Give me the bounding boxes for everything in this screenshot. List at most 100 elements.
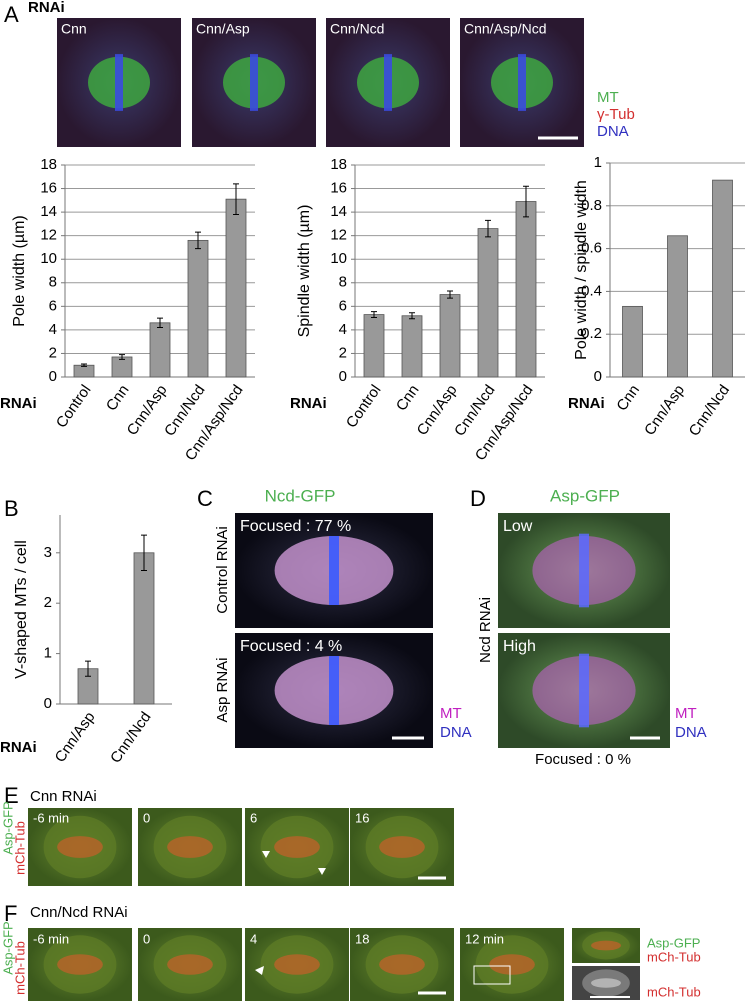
micrograph: [460, 18, 584, 147]
chromosomes: [518, 54, 526, 111]
legend-label: MT: [597, 89, 619, 106]
image-label: Cnn/Ncd: [330, 21, 384, 37]
spindle: [57, 836, 103, 858]
y-tick-label: 8: [49, 274, 57, 291]
rnai-label: RNAi: [28, 0, 65, 16]
error-bar: [409, 312, 415, 320]
micrograph: [235, 633, 433, 748]
spindle: [379, 954, 425, 975]
micrograph: [57, 18, 181, 147]
bar: [187, 239, 209, 378]
y-tick-label: 14: [330, 203, 347, 220]
time-label: 4: [250, 931, 257, 946]
error-bar: [85, 660, 91, 677]
error-bar: [447, 290, 453, 299]
panel-label: C: [197, 486, 213, 511]
y-tick-label: 14: [40, 203, 57, 220]
image-label: Cnn/Asp: [196, 21, 250, 37]
legend-label: MT: [440, 705, 462, 722]
time-label: 18: [355, 931, 369, 946]
y-tick-label: 4: [339, 321, 347, 338]
panel-title: Cnn/Ncd RNAi: [30, 904, 128, 921]
legend-label: DNA: [675, 724, 707, 741]
panel-label: E: [4, 783, 19, 808]
side-label: mCh-Tub: [12, 941, 27, 995]
image-note: Low: [503, 518, 533, 535]
chromosomes: [115, 54, 123, 111]
time-label: 0: [143, 931, 150, 946]
y-tick-label: 10: [330, 250, 347, 267]
spindle: [379, 836, 425, 858]
x-tick-label: Cnn: [103, 382, 133, 414]
panel-label: B: [4, 496, 19, 521]
error-bar: [157, 317, 163, 329]
legend-label: DNA: [597, 123, 629, 140]
y-tick-label: 12: [330, 227, 347, 244]
y-tick-label: 0: [49, 368, 57, 385]
spindle: [591, 978, 621, 988]
bar: [73, 364, 95, 378]
bar: [133, 552, 155, 705]
bar: [111, 356, 133, 378]
chromosomes: [329, 536, 339, 605]
x-tick-label: Cnn/Asp: [641, 382, 688, 439]
bar: [363, 314, 385, 378]
side-label: Asp-GFP: [0, 921, 15, 974]
micrograph: [572, 928, 640, 963]
y-axis-label: Pole width / spindle width: [573, 180, 590, 360]
side-label: Asp-GFP: [0, 801, 15, 854]
row-label: Asp RNAi: [214, 657, 231, 722]
error-bar: [371, 311, 377, 319]
time-label: 16: [355, 810, 369, 825]
error-bar: [119, 354, 125, 360]
time-label: 12 min: [465, 931, 504, 946]
y-tick-label: 12: [40, 227, 57, 244]
bar: [149, 322, 171, 378]
spindle: [591, 940, 621, 951]
panel-label: A: [4, 2, 19, 27]
spindle: [167, 836, 213, 858]
y-tick-label: 3: [44, 544, 52, 561]
bar: [439, 294, 461, 378]
x-axis-label: RNAi: [0, 395, 37, 412]
inset-label: mCh-Tub: [647, 949, 701, 964]
panel-title: Cnn RNAi: [30, 788, 97, 805]
bar: [477, 228, 499, 378]
y-tick-label: 0.6: [581, 240, 602, 257]
y-tick-label: 2: [44, 594, 52, 611]
arrowhead: [318, 868, 326, 875]
micrograph: [572, 966, 640, 1000]
y-tick-label: 16: [330, 180, 347, 197]
bar: [622, 305, 643, 378]
arrowhead: [262, 851, 270, 858]
micrograph: [350, 808, 454, 886]
error-bar: [485, 219, 491, 238]
micrograph: [350, 928, 454, 1001]
time-label: 0: [143, 810, 150, 825]
spindle: [274, 954, 320, 975]
panel-note: Focused : 0 %: [535, 751, 631, 768]
time-label: -6 min: [33, 931, 69, 946]
x-tick-label: Cnn: [613, 382, 643, 414]
inset-label: mCh-Tub: [647, 984, 701, 999]
y-tick-label: 16: [40, 180, 57, 197]
y-tick-label: 1: [44, 645, 52, 662]
y-tick-label: 0: [594, 368, 602, 385]
y-axis-label: V-shaped MTs / cell: [13, 540, 30, 679]
panel-label: F: [4, 901, 17, 926]
spindle: [167, 954, 213, 975]
x-tick-label: Cnn: [393, 382, 423, 414]
time-label: -6 min: [33, 810, 69, 825]
row-label: Control RNAi: [214, 526, 231, 614]
x-tick-label: Control: [343, 382, 385, 431]
micrograph: [326, 18, 450, 147]
y-tick-label: 0: [44, 695, 52, 712]
side-label: mCh-Tub: [12, 821, 27, 875]
y-tick-label: 0.2: [581, 325, 602, 342]
x-axis-label: RNAi: [290, 395, 327, 412]
y-axis-label: Spindle width (µm): [296, 205, 313, 338]
legend-label: DNA: [440, 724, 472, 741]
chromosomes: [579, 653, 589, 728]
x-axis-label: RNAi: [0, 739, 37, 756]
